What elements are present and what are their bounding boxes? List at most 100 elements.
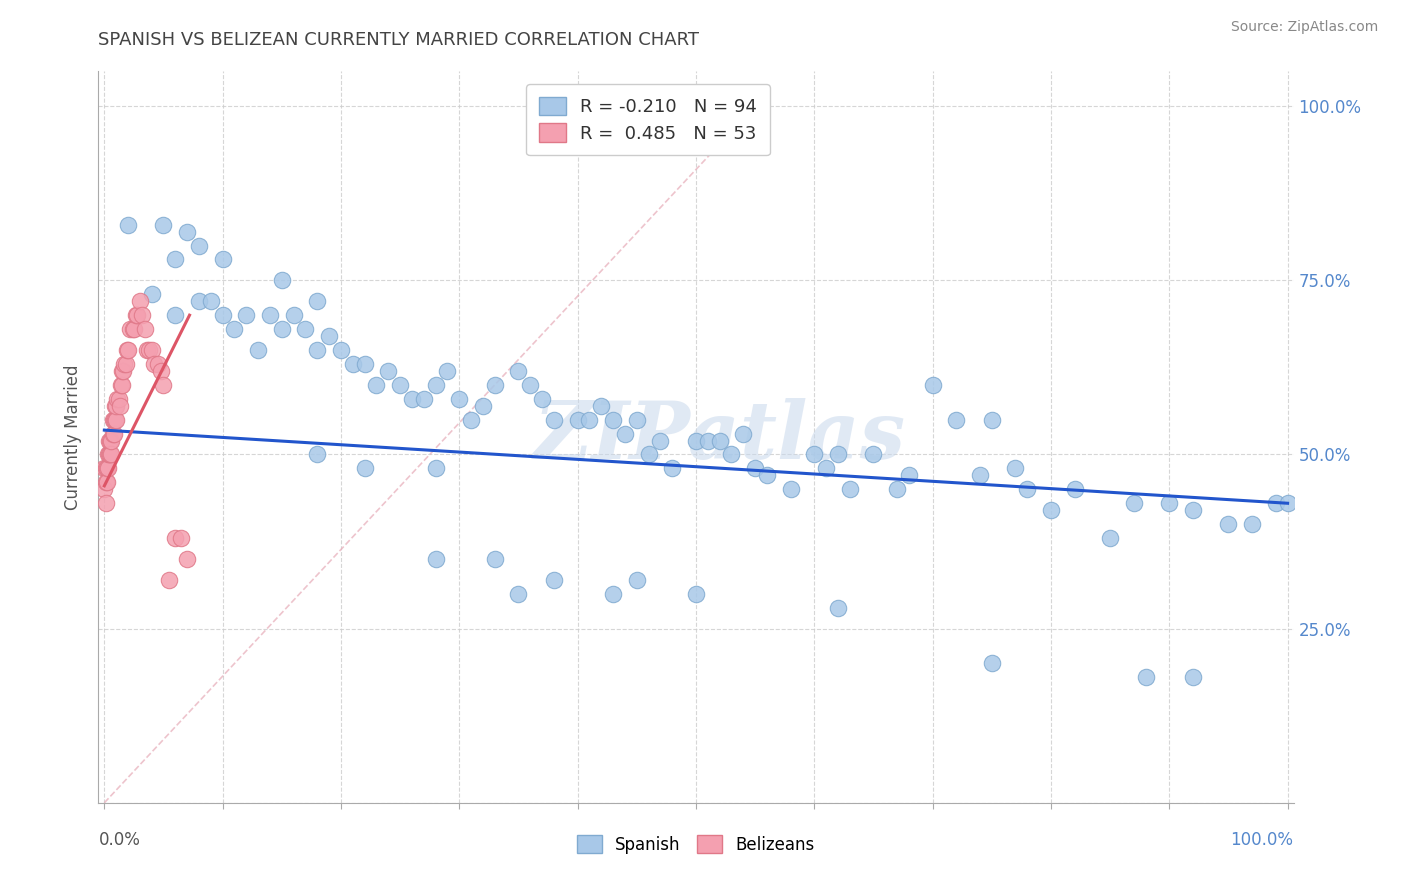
Point	[945, 412, 967, 426]
Point	[886, 483, 908, 497]
Point	[1039, 503, 1062, 517]
Point	[1135, 670, 1157, 684]
Point	[519, 377, 541, 392]
Point	[93, 461, 115, 475]
Point	[165, 531, 187, 545]
Point	[146, 357, 169, 371]
Point	[165, 252, 187, 267]
Point	[484, 377, 506, 392]
Point	[921, 377, 943, 392]
Point	[484, 552, 506, 566]
Point	[101, 412, 124, 426]
Point	[138, 343, 160, 357]
Point	[578, 412, 600, 426]
Point	[342, 357, 364, 371]
Point	[93, 483, 115, 497]
Point	[307, 343, 329, 357]
Point	[165, 308, 187, 322]
Point	[270, 273, 292, 287]
Point	[128, 294, 150, 309]
Point	[318, 329, 340, 343]
Point	[1063, 483, 1085, 497]
Point	[152, 218, 174, 232]
Point	[1277, 496, 1299, 510]
Point	[120, 322, 142, 336]
Point	[131, 308, 153, 322]
Point	[531, 392, 554, 406]
Point	[98, 448, 121, 462]
Point	[980, 412, 1002, 426]
Point	[224, 322, 246, 336]
Point	[259, 308, 281, 322]
Point	[134, 322, 156, 336]
Point	[1122, 496, 1144, 510]
Point	[125, 308, 148, 322]
Legend: Spanish, Belizeans: Spanish, Belizeans	[571, 829, 821, 860]
Point	[111, 364, 134, 378]
Point	[425, 552, 447, 566]
Point	[188, 238, 211, 252]
Point	[650, 434, 672, 448]
Text: 100.0%: 100.0%	[1230, 830, 1294, 848]
Point	[94, 475, 117, 490]
Point	[425, 461, 447, 475]
Point	[897, 468, 920, 483]
Point	[755, 468, 778, 483]
Point	[101, 426, 124, 441]
Point	[1017, 483, 1039, 497]
Point	[94, 496, 117, 510]
Y-axis label: Currently Married: Currently Married	[65, 364, 83, 510]
Point	[121, 322, 143, 336]
Point	[591, 399, 613, 413]
Point	[733, 426, 755, 441]
Point	[637, 448, 659, 462]
Point	[436, 364, 458, 378]
Point	[117, 343, 139, 357]
Point	[98, 434, 121, 448]
Point	[744, 461, 766, 475]
Point	[157, 573, 180, 587]
Point	[188, 294, 211, 309]
Point	[508, 587, 530, 601]
Point	[98, 448, 121, 462]
Point	[353, 461, 375, 475]
Point	[685, 434, 707, 448]
Point	[104, 399, 127, 413]
Point	[141, 287, 163, 301]
Point	[1004, 461, 1026, 475]
Point	[112, 364, 135, 378]
Point	[626, 412, 648, 426]
Point	[1218, 517, 1240, 532]
Point	[143, 357, 166, 371]
Point	[720, 448, 742, 462]
Point	[122, 322, 145, 336]
Point	[98, 434, 121, 448]
Point	[827, 600, 849, 615]
Point	[412, 392, 434, 406]
Point	[1241, 517, 1264, 532]
Point	[127, 308, 149, 322]
Point	[330, 343, 353, 357]
Point	[969, 468, 991, 483]
Point	[472, 399, 495, 413]
Point	[100, 448, 122, 462]
Point	[117, 218, 139, 232]
Point	[107, 392, 129, 406]
Point	[389, 377, 412, 392]
Point	[460, 412, 482, 426]
Point	[270, 322, 292, 336]
Point	[803, 448, 825, 462]
Point	[602, 587, 624, 601]
Point	[110, 377, 132, 392]
Point	[366, 377, 388, 392]
Point	[567, 412, 589, 426]
Point	[425, 377, 447, 392]
Point	[111, 377, 134, 392]
Point	[97, 461, 120, 475]
Point	[94, 461, 117, 475]
Point	[1099, 531, 1122, 545]
Point	[449, 392, 471, 406]
Text: SPANISH VS BELIZEAN CURRENTLY MARRIED CORRELATION CHART: SPANISH VS BELIZEAN CURRENTLY MARRIED CO…	[98, 31, 699, 49]
Point	[105, 412, 128, 426]
Point	[543, 573, 565, 587]
